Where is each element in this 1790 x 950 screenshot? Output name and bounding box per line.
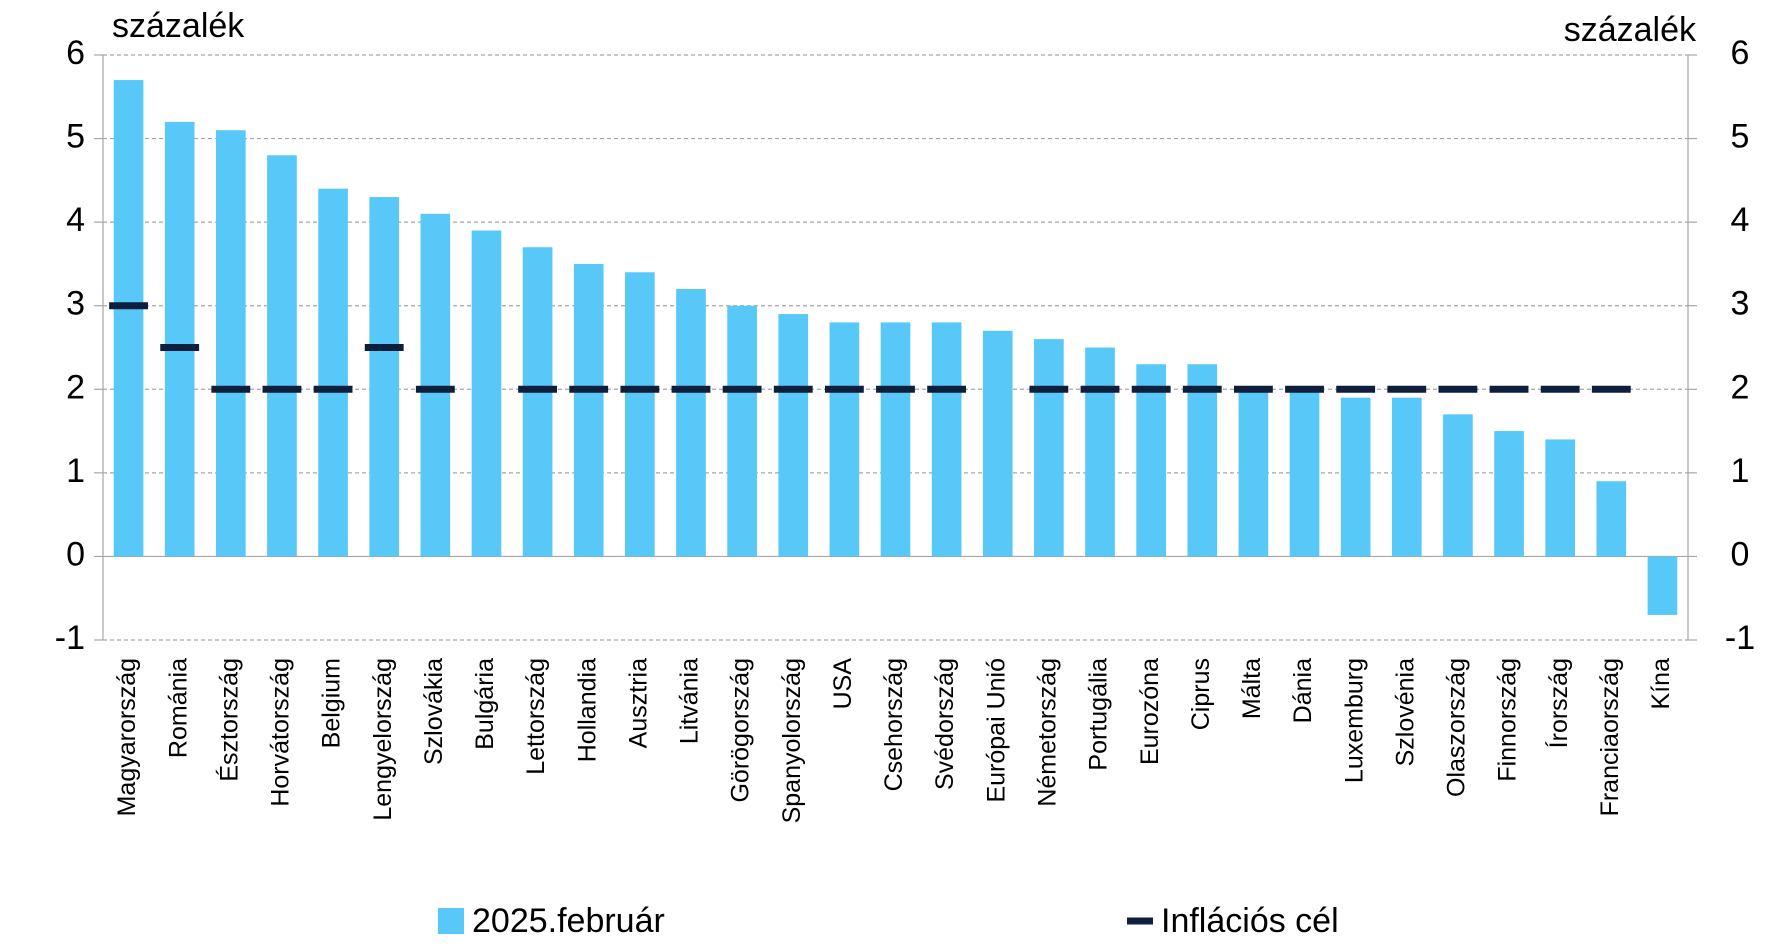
x-tick-label: Magyarország [113, 658, 141, 816]
bar [1085, 347, 1115, 557]
bar [215, 130, 246, 557]
x-tick-label: USA [829, 658, 857, 710]
x-tick-label: Csehország [880, 658, 908, 791]
bar [318, 188, 348, 557]
x-tick-label: Románia [164, 658, 192, 758]
y-axis-label: százalék [112, 7, 245, 45]
x-tick-label: Eurozóna [1136, 658, 1164, 765]
y2-tick-label: 0 [1731, 535, 1750, 573]
bar [727, 305, 757, 557]
y2-tick-label: 4 [1731, 201, 1750, 239]
bar [625, 272, 655, 557]
y2-tick-label: 1 [1731, 452, 1750, 490]
x-tick-label: Dánia [1289, 658, 1317, 723]
bar [1289, 389, 1320, 557]
y-tick-label: 0 [66, 535, 85, 573]
x-tick-label: Málta [1238, 658, 1266, 719]
bar [573, 263, 604, 557]
x-tick-label: Luxemburg [1340, 658, 1368, 783]
bar [1647, 556, 1678, 615]
x-tick-label: Szlovákia [420, 658, 448, 765]
x-tick-label: Németország [1033, 658, 1061, 807]
bar [676, 289, 706, 557]
bar [982, 330, 1013, 557]
bar [522, 247, 553, 557]
bar [113, 80, 144, 557]
bar [164, 121, 195, 557]
bar [1391, 397, 1422, 557]
x-tick-label: Portugália [1085, 658, 1113, 771]
legend-label: Inflációs cél [1161, 902, 1339, 940]
bar [369, 197, 400, 557]
bar [778, 314, 809, 557]
x-tick-label: Lengyelország [369, 658, 397, 821]
x-tick-label: Kína [1647, 658, 1675, 710]
x-tick-label: Spanyolország [778, 658, 806, 823]
bar [1443, 414, 1473, 557]
y2-axis-label: százalék [1564, 11, 1697, 49]
bar [420, 213, 451, 557]
x-tick-label: Belgium [318, 658, 346, 748]
x-tick-label: Franciaország [1596, 658, 1624, 816]
legend-swatch [438, 908, 464, 934]
x-tick-label: Bulgária [471, 658, 499, 750]
y2-tick-label: 5 [1731, 118, 1750, 156]
bar [1596, 481, 1627, 557]
y-tick-label: 5 [66, 118, 85, 156]
bar [1545, 439, 1576, 557]
y-tick-label: 1 [66, 452, 85, 490]
bar [1034, 339, 1064, 557]
bar [829, 322, 860, 557]
bar [880, 322, 911, 557]
x-tick-label: Európai Unió [982, 658, 1010, 803]
bar [471, 230, 502, 557]
x-tick-label: Szlovénia [1391, 658, 1419, 766]
y2-tick-label: 3 [1731, 285, 1750, 323]
legend-label: 2025.február [472, 902, 665, 940]
x-tick-label: Svédország [931, 658, 959, 790]
bar [1187, 364, 1218, 557]
x-tick-label: Írország [1544, 658, 1573, 748]
bar [267, 155, 297, 557]
y2-tick-label: -1 [1725, 619, 1755, 657]
y-tick-label: -1 [55, 619, 85, 657]
bar [1494, 431, 1524, 557]
x-tick-label: Lettország [522, 658, 550, 775]
y2-tick-label: 6 [1731, 34, 1750, 72]
x-tick-label: Észtország [214, 658, 243, 782]
x-tick-label: Ciprus [1187, 658, 1215, 730]
x-tick-label: Görögország [727, 658, 755, 803]
x-tick-label: Finnország [1494, 658, 1522, 782]
x-tick-label: Horvátország [267, 658, 295, 807]
x-tick-label: Litvánia [676, 658, 704, 744]
bar [1136, 364, 1166, 557]
bar [1238, 389, 1269, 557]
x-tick-label: Ausztria [624, 658, 652, 748]
y-tick-label: 6 [66, 34, 85, 72]
y-tick-label: 4 [66, 201, 85, 239]
x-tick-label: Olaszország [1443, 658, 1471, 797]
bar [1340, 397, 1371, 557]
y2-tick-label: 2 [1731, 368, 1750, 406]
x-tick-label: Hollandia [573, 658, 601, 762]
y-tick-label: 3 [66, 285, 85, 323]
y-tick-label: 2 [66, 368, 85, 406]
bar [931, 322, 962, 557]
